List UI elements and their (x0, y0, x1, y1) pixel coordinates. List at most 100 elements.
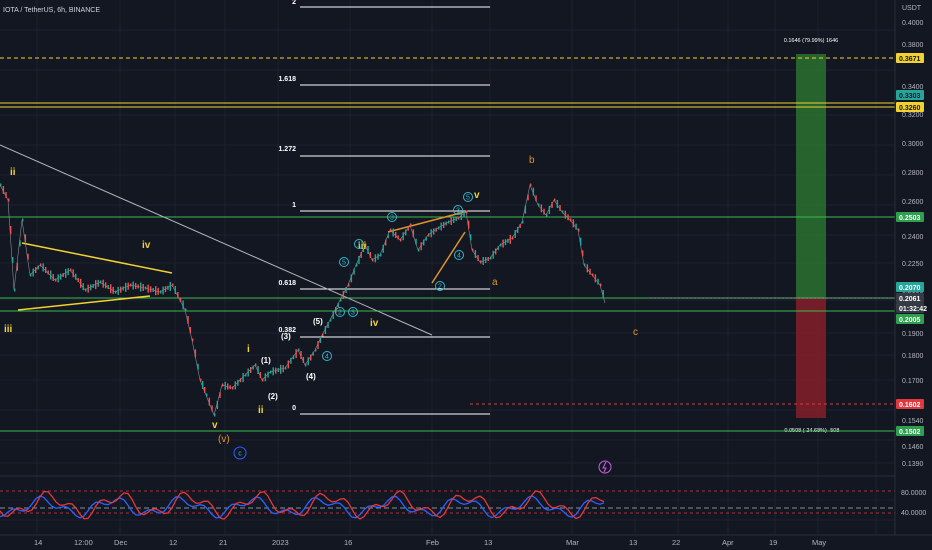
price-tick-label: 0.1700 (902, 378, 924, 385)
wave-iv-mid: iv (370, 318, 379, 329)
circled-wave-label: 3 (453, 205, 463, 215)
target-zone-label: 0.1646 (79.99%) 1646 (784, 38, 838, 44)
time-label: Feb (426, 538, 439, 547)
circled-wave-label: 3 (348, 307, 358, 317)
price-tick-label: 0.3400 (902, 84, 924, 91)
price-tick-label: 0.1800 (902, 353, 924, 360)
svg-text:3: 3 (351, 310, 355, 317)
fib-label-1: 1 (292, 202, 296, 209)
wave-iv-left: iv (142, 240, 151, 251)
price-badge: 0.3303 (896, 90, 924, 100)
price-axis-ticks[interactable]: 0.4000 0.3800 0.3400 0.3200 0.3000 0.2800 0.26… (902, 20, 924, 468)
wave-1-paren: (1) (261, 356, 271, 365)
wave-v-paren: (v) (218, 434, 230, 445)
price-axis-badges: 0.3671 0.3303 0.3260 0.2503 0.2070 0.2061 01:3… (896, 53, 927, 436)
price-tick-label: 0.2800 (902, 170, 924, 177)
wave-iii-mid: iii (358, 241, 367, 252)
time-label: 16 (344, 538, 352, 547)
price-badge: 0.3671 (896, 53, 924, 63)
price-tick-label: 0.1460 (902, 444, 924, 451)
time-label: 14 (34, 538, 42, 547)
time-label: 2023 (272, 538, 289, 547)
price-tick-label: 0.3200 (902, 112, 924, 119)
stop-zone[interactable] (796, 298, 826, 418)
wave-3-paren: (3) (281, 332, 291, 341)
flash-icon[interactable] (598, 460, 612, 474)
wave-v-mid: v (474, 190, 480, 201)
fib-label-0382: 0.382 (278, 327, 296, 334)
wedge-upper-line[interactable] (387, 210, 469, 233)
time-axis[interactable]: 14 12:00 Dec 12 21 2023 16 Feb 13 Mar 13 22 Apr 19 May (34, 538, 826, 547)
price-badge: 0.2005 (896, 314, 924, 324)
svg-text:2: 2 (438, 284, 442, 291)
wave-ii-mid: ii (258, 405, 264, 416)
candles (0, 183, 604, 417)
svg-text:01:32:42: 01:32:42 (899, 306, 927, 313)
price-tick-label: 0.3000 (902, 141, 924, 148)
svg-text:c: c (238, 451, 242, 458)
wave-labels: ii iii iv v (v) i ii (1) (2) (3) (4) (5)… (4, 155, 638, 445)
svg-text:0.3303: 0.3303 (899, 93, 921, 100)
time-label: 19 (769, 538, 777, 547)
time-label: 13 (484, 538, 492, 547)
chart-grid (0, 0, 895, 535)
indicator-label-40: 40.0000 (901, 510, 926, 517)
fib-label-1618: 1.618 (278, 76, 296, 83)
indicator-label-80: 80.0000 (901, 490, 926, 497)
svg-text:2: 2 (338, 310, 342, 317)
circled-wave-label: 5 (463, 192, 473, 202)
circled-wave-label: 2 (435, 281, 445, 291)
wave-2-paren: (2) (268, 392, 278, 401)
indicator-signal-line (0, 495, 605, 519)
fib-label-1272: 1.272 (278, 146, 296, 153)
time-label: Mar (566, 538, 579, 547)
circled-wave-label: 3 (387, 212, 397, 222)
price-badge: 0.1502 (896, 426, 924, 436)
time-label: 21 (219, 538, 227, 547)
price-badge: 0.2070 (896, 282, 924, 292)
time-label: Apr (722, 538, 734, 547)
fib-label-0618: 0.618 (278, 280, 296, 287)
triangle-lower-line[interactable] (17, 295, 151, 311)
fib-extension[interactable] (300, 6, 490, 415)
time-label: 22 (672, 538, 680, 547)
price-tick-label: 0.4000 (902, 20, 924, 27)
price-badge: 01:32:42 (896, 303, 927, 313)
circled-wave-label: 2 (335, 307, 345, 317)
time-label: 13 (629, 538, 637, 547)
wave-b: b (529, 155, 535, 166)
target-zone[interactable] (796, 54, 826, 298)
fib-label-2: 2 (292, 0, 296, 6)
downtrend-line[interactable] (0, 144, 433, 336)
svg-text:1: 1 (357, 242, 361, 249)
svg-text:5: 5 (342, 260, 346, 267)
svg-text:3: 3 (390, 215, 394, 222)
time-label: 12 (169, 538, 177, 547)
indicator-main-line (0, 489, 605, 520)
price-badge: 0.1602 (896, 399, 924, 409)
circled-wave-label: c (233, 446, 247, 460)
price-tick-label: 0.1390 (902, 461, 924, 468)
price-badge: 0.2061 (896, 293, 924, 303)
time-label: 12:00 (74, 538, 93, 547)
wave-4-paren: (4) (306, 372, 316, 381)
price-badge: 0.2503 (896, 212, 924, 222)
svg-text:5: 5 (466, 195, 470, 202)
circled-wave-label: 1 (354, 239, 364, 249)
svg-text:0.2061: 0.2061 (899, 296, 921, 303)
wedge-lower-line[interactable] (431, 231, 466, 284)
triangle-upper-line[interactable] (21, 242, 173, 274)
circled-wave-label: 4 (322, 351, 332, 361)
wave-c-target: c (633, 327, 638, 338)
price-tick-label: 0.3800 (902, 42, 924, 49)
svg-text:0.3671: 0.3671 (899, 56, 921, 63)
price-tick-label: 0.2250 (902, 261, 924, 268)
time-label: May (812, 538, 826, 547)
circled-wave-label: 5 (339, 257, 349, 267)
svg-text:3: 3 (456, 208, 460, 215)
time-label: Dec (114, 538, 128, 547)
wave-i-mid: i (247, 344, 250, 355)
